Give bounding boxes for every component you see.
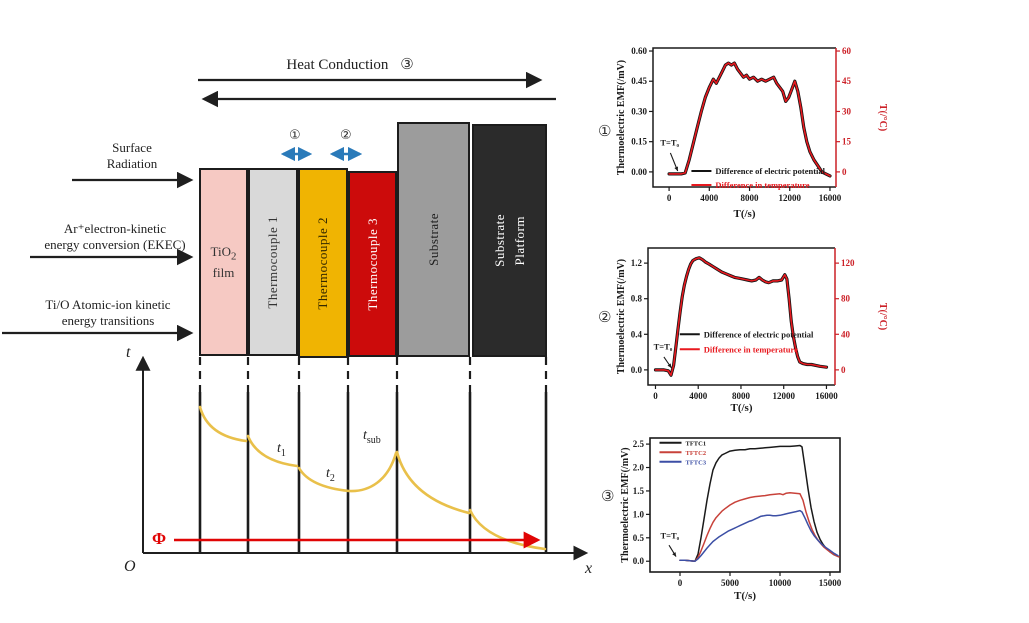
svg-text:40: 40: [841, 329, 851, 339]
svg-text:0.60: 0.60: [631, 46, 647, 56]
svg-text:0.0: 0.0: [631, 365, 643, 375]
svg-text:T(/s): T(/s): [734, 208, 756, 220]
svg-text:T(/°C): T(/°C): [877, 303, 888, 330]
svg-text:30: 30: [842, 106, 852, 116]
svg-text:Difference in temperature: Difference in temperature: [715, 180, 809, 190]
svg-text:0.00: 0.00: [631, 167, 647, 177]
svg-text:2.0: 2.0: [633, 463, 645, 473]
svg-text:0.30: 0.30: [631, 106, 647, 116]
svg-text:80: 80: [841, 294, 851, 304]
phi-label: Φ: [152, 529, 167, 548]
temperature-profile-curve: [198, 405, 547, 551]
layer-thermocouple-1: Thermocouple 1: [248, 168, 298, 356]
svg-text:Thermoelectric EMF(/mV): Thermoelectric EMF(/mV): [616, 259, 627, 374]
ekec-label: Ar⁺electron-kinetic energy conversion (E…: [44, 221, 186, 252]
svg-text:T(/s): T(/s): [734, 590, 756, 602]
svg-text:1.2: 1.2: [631, 258, 643, 268]
svg-text:Thermoelectric EMF(/mV): Thermoelectric EMF(/mV): [620, 447, 631, 562]
tsub-label: tsub: [363, 428, 381, 446]
surface-radiation-label: Surface Radiation: [106, 140, 158, 171]
svg-text:Difference of electric potenti: Difference of electric potential: [715, 166, 825, 176]
svg-text:Difference in temperature: Difference in temperature: [704, 344, 798, 354]
svg-text:T=T₀: T=T₀: [660, 137, 679, 147]
svg-text:0: 0: [678, 578, 683, 588]
svg-text:TFTC2: TFTC2: [686, 450, 707, 457]
interface-badge-2: ②: [340, 128, 352, 143]
schematic-linework: [2, 71, 589, 561]
svg-text:12000: 12000: [772, 391, 795, 401]
svg-text:15: 15: [842, 137, 852, 147]
svg-text:16000: 16000: [819, 193, 842, 203]
svg-text:10000: 10000: [769, 578, 792, 588]
heat-conduction-text: Heat Conduction: [286, 57, 389, 73]
svg-text:TFTC3: TFTC3: [686, 460, 707, 467]
svg-text:T=T₀: T=T₀: [654, 341, 673, 351]
svg-text:1.5: 1.5: [633, 486, 645, 496]
heat-conduction-label: Heat Conduction ③: [250, 55, 450, 74]
t2-label: t2: [326, 466, 335, 484]
layer-substrate-platform: Substrate Platform: [472, 124, 547, 357]
svg-text:0.45: 0.45: [631, 76, 647, 86]
svg-text:Difference of electric potenti: Difference of electric potential: [704, 329, 814, 339]
svg-text:0.15: 0.15: [631, 137, 647, 147]
svg-text:0.8: 0.8: [631, 294, 643, 304]
svg-text:1.0: 1.0: [633, 509, 645, 519]
layer-thermocouple-2: Thermocouple 2: [298, 168, 348, 358]
svg-text:0: 0: [667, 193, 672, 203]
svg-text:4000: 4000: [689, 391, 708, 401]
interface-badge-1: ①: [289, 128, 301, 143]
chart3-badge: ③: [601, 487, 615, 505]
svg-text:45: 45: [842, 76, 852, 86]
t1-label: t1: [277, 441, 286, 459]
svg-text:8000: 8000: [732, 391, 751, 401]
svg-text:15000: 15000: [819, 578, 842, 588]
svg-text:4000: 4000: [700, 193, 719, 203]
svg-text:2.5: 2.5: [633, 439, 645, 449]
svg-text:12000: 12000: [778, 193, 801, 203]
svg-text:T=T₀: T=T₀: [660, 531, 679, 541]
svg-text:0: 0: [841, 365, 846, 375]
svg-text:TFTC1: TFTC1: [686, 441, 707, 448]
svg-text:0.4: 0.4: [631, 329, 643, 339]
svg-text:0: 0: [842, 167, 847, 177]
layer-boundary-lines: [198, 357, 548, 552]
origin-label: O: [124, 558, 136, 575]
svg-text:120: 120: [841, 258, 855, 268]
svg-text:0.0: 0.0: [633, 556, 645, 566]
svg-text:5000: 5000: [721, 578, 740, 588]
svg-text:Thermoelectric EMF(/mV): Thermoelectric EMF(/mV): [616, 60, 627, 175]
chart1-badge: ①: [598, 122, 612, 140]
svg-text:8000: 8000: [741, 193, 760, 203]
svg-text:16000: 16000: [815, 391, 838, 401]
ti-o-label: Ti/O Atomic-ion kinetic energy transitio…: [45, 297, 171, 328]
heat-conduction-badge: ③: [400, 55, 414, 73]
svg-text:60: 60: [842, 46, 852, 56]
t-axis-label: t: [126, 344, 131, 361]
layer-thermocouple-3: Thermocouple 3: [348, 171, 397, 357]
chart-emf-temp-2: 0.0 0.4 0.8 1.2 0 40 80 120 0 4000 8000 12000 16000 T…: [616, 247, 888, 414]
chart2-badge: ②: [598, 308, 612, 326]
svg-text:T(/°C): T(/°C): [877, 104, 888, 131]
x-axis-label: x: [585, 560, 593, 577]
svg-text:T(/s): T(/s): [731, 402, 753, 414]
layer-tio2-film: TiO2 film: [199, 168, 248, 356]
chart-tftc-comparison: 0.0 0.5 1.0 1.5 2.0 2.5 0 5000 10000 15000 Thermoe…: [620, 437, 842, 602]
svg-text:0: 0: [653, 391, 658, 401]
layer-substrate: Substrate: [397, 122, 470, 357]
chart-emf-temp-1: 0.00 0.15 0.30 0.45 0.60 0 15 30 45 60 0 4000 8000 12…: [616, 46, 888, 220]
svg-text:0.5: 0.5: [633, 533, 645, 543]
